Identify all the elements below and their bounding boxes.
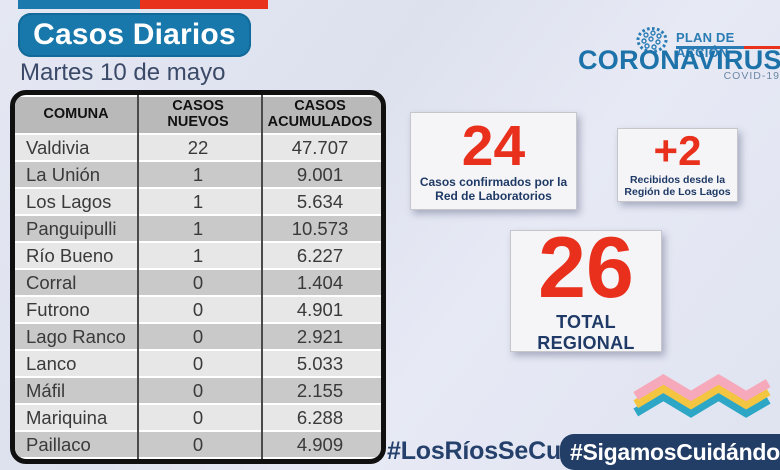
cell-casos-nuevos: 0 [137,297,259,322]
cell-casos-acumulados: 9.001 [259,162,381,187]
stat-value-received: +2 [653,127,702,175]
cell-casos-acumulados: 4.901 [259,297,381,322]
table-row: Paillaco 0 4.909 [15,432,381,457]
table-column-divider [137,95,139,459]
cell-casos-acumulados: 2.155 [259,378,381,403]
table-row: Futrono 0 4.901 [15,297,381,322]
cell-casos-acumulados: 5.033 [259,351,381,376]
cell-casos-acumulados: 6.288 [259,405,381,430]
flag-strip [18,0,268,9]
table-header-row: COMUNA CASOS NUEVOS CASOS ACUMULADOS [15,97,381,133]
cell-casos-acumulados: 1.404 [259,270,381,295]
cell-casos-nuevos: 1 [137,189,259,214]
cell-comuna: Lanco [15,351,137,376]
flag-strip-red [140,0,268,9]
cell-comuna: Río Bueno [15,243,137,268]
cell-casos-acumulados: 47.707 [259,135,381,160]
virus-icon [636,27,668,53]
cell-casos-nuevos: 1 [137,216,259,241]
stat-value-lab: 24 [461,113,526,178]
table-row: Los Lagos 1 5.634 [15,189,381,214]
table-row: Mariquina 0 6.288 [15,405,381,430]
cell-casos-nuevos: 0 [137,405,259,430]
table-row: Panguipulli 1 10.573 [15,216,381,241]
cell-casos-acumulados: 4.909 [259,432,381,457]
table-row: Máfil 0 2.155 [15,378,381,403]
table-row: Lago Ranco 0 2.921 [15,324,381,349]
hashtag-banner-sigamos: #SigamosCuidándonos [560,434,780,470]
cell-comuna: Futrono [15,297,137,322]
cell-comuna: Corral [15,270,137,295]
stat-card-total-regional: 26 TOTAL REGIONAL [510,220,662,353]
table-column-divider [261,95,263,459]
cell-comuna: Máfil [15,378,137,403]
coronavirus-wordmark: CORONAVIRUS [578,45,780,75]
cell-casos-nuevos: 0 [137,324,259,349]
page-title: Casos Diarios [18,13,251,57]
cell-casos-nuevos: 1 [137,243,259,268]
cases-table: COMUNA CASOS NUEVOS CASOS ACUMULADOS Val… [10,90,386,464]
cell-casos-nuevos: 22 [137,135,259,160]
cell-casos-acumulados: 6.227 [259,243,381,268]
table-row: Río Bueno 1 6.227 [15,243,381,268]
table-row: Lanco 0 5.033 [15,351,381,376]
cell-casos-nuevos: 1 [137,162,259,187]
cell-casos-acumulados: 10.573 [259,216,381,241]
stat-card-lab-confirmed: 24 Casos confirmados por la Red de Labor… [410,112,577,210]
flag-strip-blue [18,0,140,9]
cell-comuna: Lago Ranco [15,324,137,349]
stat-label-lab: Casos confirmados por la Red de Laborato… [419,174,568,203]
cell-casos-nuevos: 0 [137,432,259,457]
plan-underline [676,46,780,49]
stat-label-received: Recibidos desde la Región de Los Lagos [624,174,731,199]
column-header-casos-acumulados: CASOS ACUMULADOS [259,97,381,133]
covid19-label: COVID-19 [723,70,780,82]
cell-casos-nuevos: 0 [137,351,259,376]
cell-comuna: Paillaco [15,432,137,457]
column-header-comuna: COMUNA [15,97,137,133]
cell-comuna: Los Lagos [15,189,137,214]
plan-de-accion-label: PLAN DE ACCIÓN [676,30,735,60]
cell-comuna: Valdivia [15,135,137,160]
zigzag-decoration [633,373,771,418]
cell-casos-acumulados: 2.921 [259,324,381,349]
table-row: Valdivia 22 47.707 [15,135,381,160]
table-body: Valdivia 22 47.707 La Unión 1 9.001 Los … [15,135,381,457]
cell-comuna: La Unión [15,162,137,187]
table-row: La Unión 1 9.001 [15,162,381,187]
cell-comuna: Mariquina [15,405,137,430]
cell-casos-acumulados: 5.634 [259,189,381,214]
table-row: Corral 0 1.404 [15,270,381,295]
cell-casos-nuevos: 0 [137,270,259,295]
cell-comuna: Panguipulli [15,216,137,241]
stat-label-total: TOTAL REGIONAL [537,312,635,353]
plan-underline-blue [676,46,744,49]
stat-card-received: +2 Recibidos desde la Región de Los Lago… [617,128,738,202]
stat-value-total: 26 [538,220,634,317]
date-label: Martes 10 de mayo [20,59,226,86]
plan-underline-red [744,46,780,49]
column-header-casos-nuevos: CASOS NUEVOS [137,97,259,133]
cell-casos-nuevos: 0 [137,378,259,403]
